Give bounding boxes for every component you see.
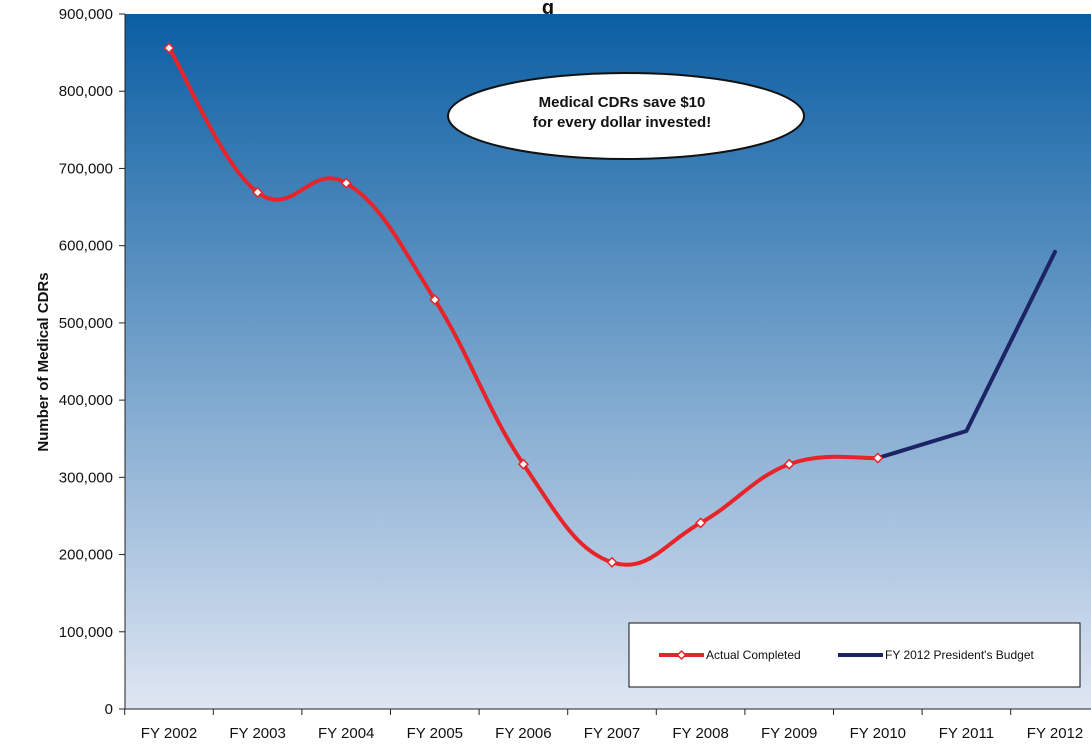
legend-label-actual: Actual Completed — [706, 648, 801, 662]
data-point-marker — [606, 556, 618, 568]
data-point-marker — [340, 177, 352, 189]
series-layer — [163, 42, 1057, 568]
y-axis-ticks: 0 100,000 200,000 300,000 400,000 500,000 600,… — [59, 6, 125, 718]
data-point-marker — [695, 517, 707, 529]
y-tick-label: 700,000 — [59, 160, 113, 177]
callout-line-2: for every dollar invested! — [533, 114, 711, 131]
data-point-marker — [517, 458, 529, 470]
y-tick-label: 300,000 — [59, 469, 113, 486]
x-axis-ticks: FY 2002 FY 2003 FY 2004 FY 2005 FY 2006 FY 20… — [124, 709, 1083, 742]
y-tick-label: 400,000 — [59, 392, 113, 409]
legend-label-budget: FY 2012 President's Budget — [885, 648, 1035, 662]
y-tick-label: 800,000 — [59, 83, 113, 100]
y-tick-label: 500,000 — [59, 315, 113, 332]
data-point-marker — [252, 186, 264, 198]
callout-ellipse — [447, 72, 805, 160]
x-tick-label: FY 2006 — [495, 725, 551, 742]
data-point-marker — [872, 452, 884, 464]
x-tick-label: FY 2004 — [318, 725, 374, 742]
x-tick-label: FY 2011 — [939, 725, 994, 742]
data-point-marker — [429, 294, 441, 306]
data-point-marker — [783, 458, 795, 470]
y-tick-label: 600,000 — [59, 238, 113, 255]
x-tick-label: FY 2002 — [141, 725, 197, 742]
y-axis-label: Number of Medical CDRs — [35, 272, 52, 451]
x-tick-label: FY 2003 — [229, 725, 285, 742]
y-tick-label: 200,000 — [59, 547, 113, 564]
x-tick-label: FY 2012 — [1027, 725, 1083, 742]
x-tick-label: FY 2010 — [850, 725, 906, 742]
y-tick-label: 0 — [105, 701, 113, 718]
callout: Medical CDRs save $10 for every dollar i… — [447, 72, 805, 160]
x-tick-label: FY 2005 — [407, 725, 463, 742]
data-point-marker — [163, 42, 175, 54]
x-tick-label: FY 2009 — [761, 725, 817, 742]
callout-line-1: Medical CDRs save $10 — [539, 94, 706, 111]
legend: Actual Completed FY 2012 President's Bud… — [628, 622, 1081, 688]
y-tick-label: 900,000 — [59, 6, 113, 23]
y-tick-label: 100,000 — [59, 624, 113, 641]
legend-marker-actual — [676, 649, 687, 661]
series-line-actual-completed — [167, 45, 880, 567]
series-line-presidents-budget — [875, 249, 1057, 461]
x-tick-label: FY 2007 — [584, 725, 640, 742]
x-tick-label: FY 2008 — [672, 725, 728, 742]
